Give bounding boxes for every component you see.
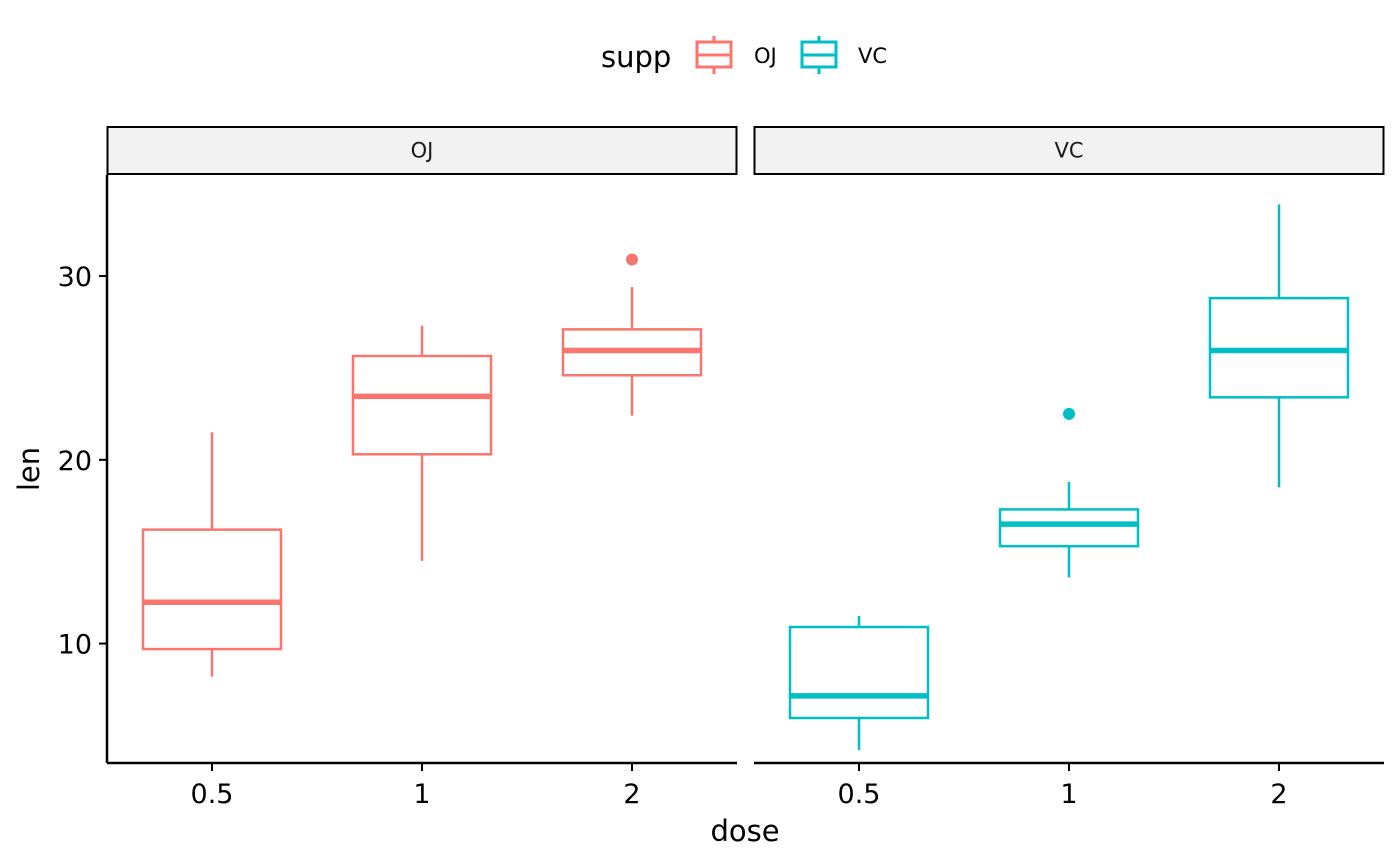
legend-key-oj: [695, 36, 733, 74]
facet-strip-oj: [106, 126, 738, 175]
iqr-box: [141, 528, 283, 651]
box-oj-0.5: [141, 432, 283, 677]
x-axis-title: dose: [710, 814, 779, 848]
iqr-box: [351, 354, 493, 456]
x-tick-label-vc: 1: [1060, 779, 1077, 810]
outlier-point: [626, 253, 638, 266]
iqr-box: [788, 625, 930, 720]
legend-title: supp: [601, 40, 671, 74]
facet-panel-oj: OJ 0.5 1 2: [106, 126, 738, 810]
facet-panel-vc: VC 0.5 1 2: [753, 126, 1385, 810]
y-axis-title: len: [12, 447, 46, 491]
x-tick-label-vc: 2: [1270, 779, 1287, 810]
facet-panels: OJ 0.5 1 2 VC 0.5 1 2: [106, 126, 1385, 810]
axis-titles: dose len: [12, 447, 780, 848]
box-vc-2: [1208, 204, 1350, 488]
box-oj-2: [561, 253, 703, 416]
facet-strip-vc: [753, 126, 1385, 175]
iqr-box: [998, 508, 1140, 548]
y-tick-label: 10: [58, 630, 92, 661]
facet-strip-label-oj: OJ: [411, 139, 434, 163]
x-tick-label-oj: 2: [623, 779, 640, 810]
y-axis: 10 20 30: [58, 175, 109, 763]
facet-strip-label-vc: VC: [1054, 139, 1083, 163]
y-tick-label: 20: [58, 446, 92, 477]
legend-label-oj: OJ: [754, 44, 777, 68]
legend-key-vc: [800, 36, 838, 74]
x-tick-label-oj: 1: [413, 779, 430, 810]
box-vc-1: [998, 407, 1140, 578]
legend: supp OJ VC: [601, 36, 887, 74]
x-tick-label-oj: 0.5: [191, 779, 234, 810]
box-vc-0.5: [788, 616, 930, 751]
legend-label-vc: VC: [858, 44, 887, 68]
outlier-point: [1063, 407, 1075, 420]
y-tick-label: 30: [58, 262, 92, 293]
x-tick-label-vc: 0.5: [838, 779, 881, 810]
iqr-box: [1208, 296, 1350, 399]
box-oj-1: [351, 325, 493, 561]
